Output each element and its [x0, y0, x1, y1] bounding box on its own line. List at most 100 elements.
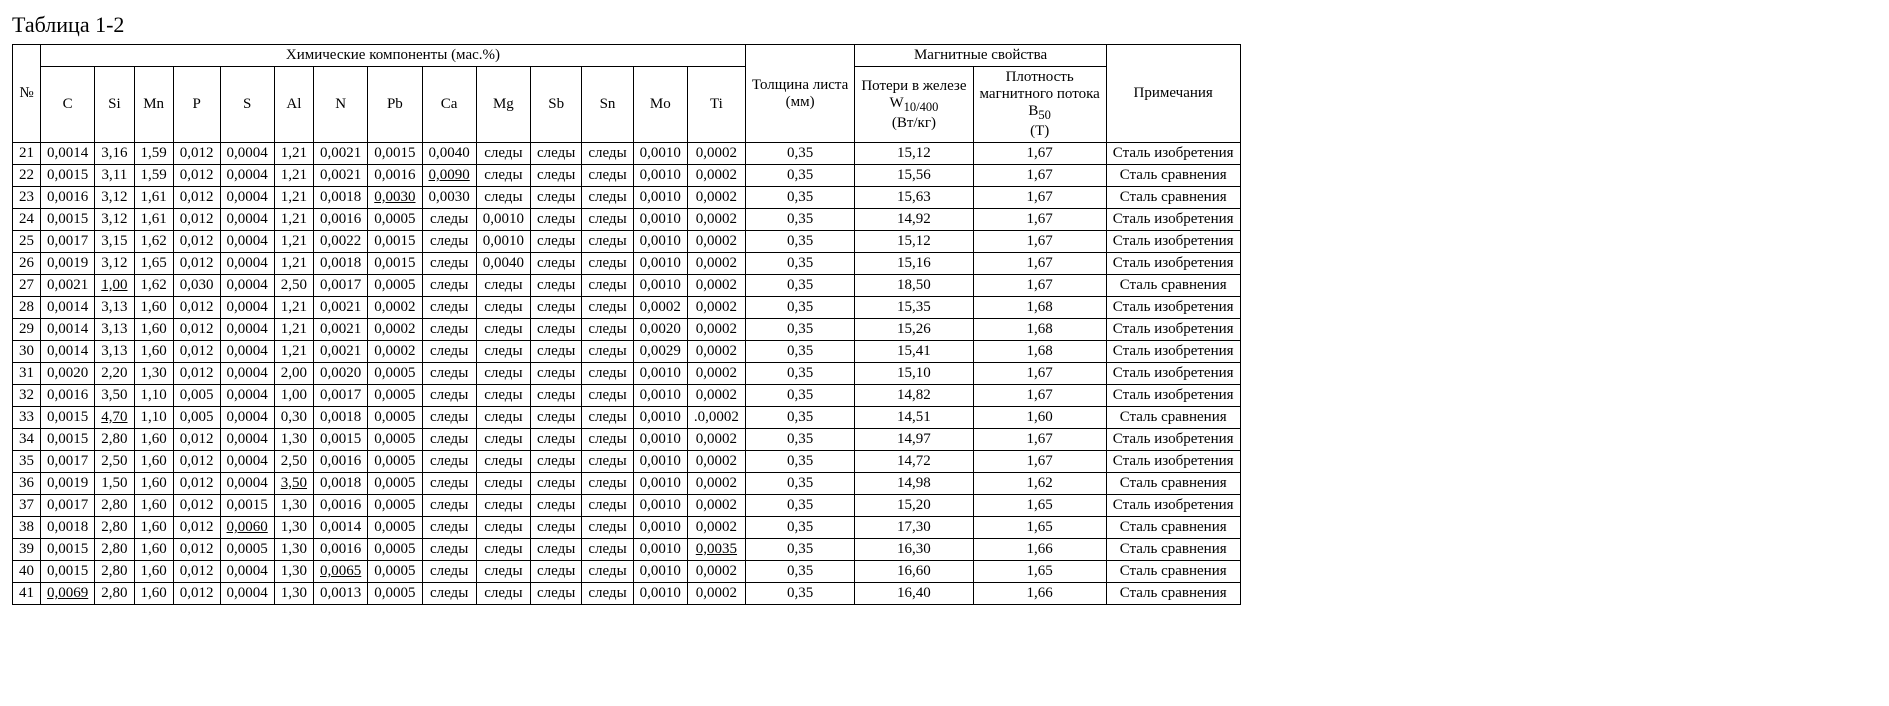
- cell-n: 0,0018: [314, 253, 368, 275]
- cell-ca: следы: [422, 297, 476, 319]
- cell-n: 0,0018: [314, 187, 368, 209]
- cell-sn: следы: [582, 451, 633, 473]
- col-group-magnetic: Магнитные свойства: [855, 45, 1106, 67]
- cell-p: 0,012: [173, 297, 220, 319]
- cell-al: 2,00: [274, 363, 313, 385]
- cell-thickness: 0,35: [745, 583, 854, 605]
- cell-note: Сталь сравнения: [1106, 539, 1240, 561]
- table-row: 380,00182,801,600,0120,00601,300,00140,0…: [13, 517, 1241, 539]
- cell-mn: 1,62: [134, 275, 173, 297]
- table-row: 410,00692,801,600,0120,00041,300,00130,0…: [13, 583, 1241, 605]
- cell-pb: 0,0005: [368, 407, 422, 429]
- cell-note: Сталь сравнения: [1106, 165, 1240, 187]
- cell-sn: следы: [582, 341, 633, 363]
- cell-sn: следы: [582, 231, 633, 253]
- table-row: 290,00143,131,600,0120,00041,210,00210,0…: [13, 319, 1241, 341]
- cell-si: 1,50: [95, 473, 134, 495]
- cell-sb: следы: [531, 539, 582, 561]
- cell-al: 1,21: [274, 341, 313, 363]
- cell-s: 0,0004: [220, 583, 274, 605]
- table-row: 360,00191,501,600,0120,00043,500,00180,0…: [13, 473, 1241, 495]
- cell-n: 0,0016: [314, 495, 368, 517]
- cell-si: 3,13: [95, 319, 134, 341]
- cell-sb: следы: [531, 297, 582, 319]
- data-table: № Химические компоненты (мас.%) Толщина …: [12, 44, 1241, 605]
- cell-thickness: 0,35: [745, 253, 854, 275]
- cell-sb: следы: [531, 495, 582, 517]
- cell-s: 0,0004: [220, 253, 274, 275]
- cell-si: 2,80: [95, 583, 134, 605]
- cell-mg: следы: [476, 561, 530, 583]
- cell-ca: следы: [422, 583, 476, 605]
- cell-si: 3,12: [95, 209, 134, 231]
- cell-ti: 0,0002: [687, 165, 745, 187]
- cell-p: 0,012: [173, 451, 220, 473]
- cell-ti: 0,0002: [687, 517, 745, 539]
- cell-iron-loss: 15,20: [855, 495, 973, 517]
- cell-sb: следы: [531, 231, 582, 253]
- cell-flux: 1,67: [973, 143, 1106, 165]
- cell-row-number: 29: [13, 319, 41, 341]
- cell-row-number: 41: [13, 583, 41, 605]
- col-group-chem: Химические компоненты (мас.%): [41, 45, 746, 67]
- cell-c: 0,0017: [41, 495, 95, 517]
- cell-si: 4,70: [95, 407, 134, 429]
- cell-row-number: 27: [13, 275, 41, 297]
- cell-pb: 0,0005: [368, 517, 422, 539]
- cell-si: 3,11: [95, 165, 134, 187]
- cell-sn: следы: [582, 539, 633, 561]
- cell-sn: следы: [582, 165, 633, 187]
- cell-row-number: 38: [13, 517, 41, 539]
- cell-p: 0,012: [173, 231, 220, 253]
- cell-si: 3,13: [95, 297, 134, 319]
- cell-ti: 0,0002: [687, 253, 745, 275]
- cell-pb: 0,0016: [368, 165, 422, 187]
- cell-mn: 1,60: [134, 297, 173, 319]
- cell-sn: следы: [582, 385, 633, 407]
- cell-al: 1,21: [274, 165, 313, 187]
- cell-thickness: 0,35: [745, 341, 854, 363]
- cell-n: 0,0017: [314, 275, 368, 297]
- cell-al: 1,00: [274, 385, 313, 407]
- col-notes: Примечания: [1106, 45, 1240, 143]
- cell-al: 1,21: [274, 297, 313, 319]
- cell-al: 1,21: [274, 231, 313, 253]
- cell-iron-loss: 14,98: [855, 473, 973, 495]
- cell-sb: следы: [531, 253, 582, 275]
- cell-mo: 0,0010: [633, 517, 687, 539]
- cell-mo: 0,0010: [633, 363, 687, 385]
- cell-n: 0,0022: [314, 231, 368, 253]
- cell-mg: следы: [476, 407, 530, 429]
- cell-sn: следы: [582, 253, 633, 275]
- cell-ca: следы: [422, 451, 476, 473]
- cell-mo: 0,0010: [633, 407, 687, 429]
- col-si: Si: [95, 67, 134, 143]
- cell-al: 1,30: [274, 495, 313, 517]
- cell-mo: 0,0010: [633, 275, 687, 297]
- cell-ti: 0,0002: [687, 143, 745, 165]
- cell-row-number: 34: [13, 429, 41, 451]
- cell-row-number: 26: [13, 253, 41, 275]
- cell-flux: 1,65: [973, 495, 1106, 517]
- cell-mg: следы: [476, 297, 530, 319]
- cell-thickness: 0,35: [745, 209, 854, 231]
- cell-s: 0,0060: [220, 517, 274, 539]
- cell-c: 0,0015: [41, 539, 95, 561]
- cell-n: 0,0021: [314, 297, 368, 319]
- cell-ti: 0,0002: [687, 297, 745, 319]
- cell-n: 0,0013: [314, 583, 368, 605]
- table-row: 220,00153,111,590,0120,00041,210,00210,0…: [13, 165, 1241, 187]
- cell-al: 1,21: [274, 209, 313, 231]
- cell-flux: 1,65: [973, 517, 1106, 539]
- cell-c: 0,0016: [41, 385, 95, 407]
- cell-thickness: 0,35: [745, 363, 854, 385]
- cell-iron-loss: 15,56: [855, 165, 973, 187]
- table-title: Таблица 1-2: [12, 12, 1877, 38]
- cell-ti: 0,0002: [687, 473, 745, 495]
- cell-iron-loss: 15,16: [855, 253, 973, 275]
- cell-n: 0,0018: [314, 473, 368, 495]
- table-row: 340,00152,801,600,0120,00041,300,00150,0…: [13, 429, 1241, 451]
- cell-c: 0,0014: [41, 319, 95, 341]
- cell-ca: следы: [422, 407, 476, 429]
- cell-iron-loss: 14,72: [855, 451, 973, 473]
